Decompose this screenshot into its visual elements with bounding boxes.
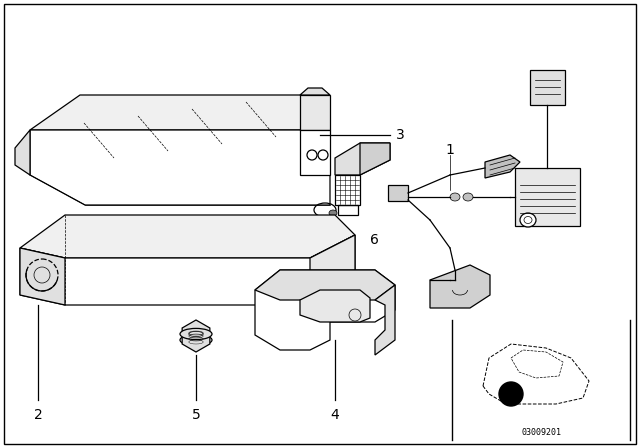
Text: 1: 1 [445,143,454,157]
Text: 6: 6 [370,233,379,247]
Polygon shape [375,285,395,355]
Bar [530,70,565,105]
Polygon shape [300,130,330,175]
Polygon shape [20,235,355,305]
Text: 3: 3 [396,128,404,142]
Polygon shape [300,290,370,322]
Polygon shape [182,320,210,352]
Text: 4: 4 [331,408,339,422]
Polygon shape [30,130,330,205]
Ellipse shape [450,193,460,201]
Polygon shape [255,270,395,300]
Polygon shape [310,235,355,305]
Polygon shape [335,175,360,205]
Ellipse shape [329,210,337,216]
FancyBboxPatch shape [515,168,580,226]
Bar [388,185,408,201]
Polygon shape [20,215,355,258]
Circle shape [499,382,523,406]
Ellipse shape [180,334,212,345]
Text: 03009201: 03009201 [521,427,561,436]
Polygon shape [300,95,330,130]
Polygon shape [335,143,390,175]
Ellipse shape [180,328,212,340]
Polygon shape [485,155,520,178]
Polygon shape [15,130,30,175]
Polygon shape [360,143,390,175]
Ellipse shape [463,193,473,201]
Text: 2: 2 [34,408,42,422]
Text: 5: 5 [191,408,200,422]
Polygon shape [20,248,65,305]
Ellipse shape [520,213,536,227]
Polygon shape [255,270,395,350]
Polygon shape [430,265,490,308]
Polygon shape [300,88,330,95]
Polygon shape [30,95,330,130]
